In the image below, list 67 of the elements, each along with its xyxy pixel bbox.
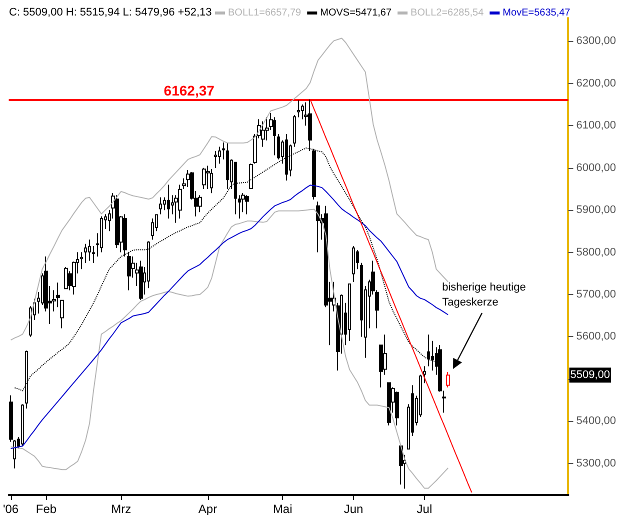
candlestick (80, 252, 83, 270)
x-tick-label: '06 (2, 502, 19, 515)
candlestick (210, 168, 213, 194)
candlestick (297, 100, 300, 118)
candlestick (348, 283, 351, 342)
text: 5509,00 (570, 369, 610, 382)
candlestick (214, 150, 217, 168)
x-tick-label: Jun (344, 502, 364, 515)
candlestick (159, 196, 162, 215)
y-tick-label: 5600,00 (576, 330, 616, 343)
y-tick-label: 5900,00 (576, 204, 616, 216)
y-tick-label: 5700,00 (576, 288, 616, 300)
annotation: bisherige heutige Tageskerze (442, 282, 529, 309)
candlestick (127, 252, 131, 291)
y-tick-label: 5300,00 (576, 457, 616, 470)
y-tick-label: 6000,00 (576, 162, 616, 174)
candlestick (100, 216, 103, 253)
candlestick (115, 194, 119, 249)
candlestick (198, 194, 202, 213)
candlestick (21, 404, 24, 447)
candlestick (151, 218, 154, 240)
candlestick (387, 382, 391, 426)
candlestick (446, 372, 450, 388)
candlestick (123, 214, 127, 257)
y-tick-label: 6300,00 (576, 35, 616, 48)
y-tick-label: 6200,00 (576, 77, 616, 90)
candlestick (293, 114, 296, 148)
y-tick-label: 5800,00 (576, 246, 616, 258)
x-tick-label: Jul (416, 502, 432, 515)
candlestick (206, 165, 210, 190)
candlestick (13, 440, 16, 469)
candlestick (395, 391, 399, 426)
candlestick (249, 163, 253, 190)
candlestick (261, 120, 265, 148)
legend-label: BOLL1=6657,79 (228, 8, 302, 18)
candlestick (238, 194, 241, 220)
candlestick (167, 184, 170, 220)
candlestick (88, 239, 91, 262)
candlestick (60, 300, 64, 329)
y-tick-label: 6100,00 (576, 120, 616, 132)
candlestick (56, 282, 60, 308)
candlestick (9, 394, 13, 442)
candlestick (84, 243, 87, 264)
y-tick-label: 5400,00 (576, 415, 616, 428)
x-tick-label: Feb (36, 502, 57, 515)
candlestick (245, 194, 249, 215)
candlestick (64, 266, 68, 290)
x-tick-label: Mai (272, 502, 292, 515)
candlestick (202, 167, 206, 190)
candlestick (277, 134, 280, 160)
candlestick (273, 116, 276, 156)
candlestick (234, 162, 237, 215)
legend-label: BOLL2=6285,54 (410, 8, 484, 18)
candlestick (218, 146, 221, 164)
candlestick (178, 184, 182, 220)
ref-line-label: 6162,37 (164, 82, 215, 98)
candlestick (139, 260, 143, 300)
candlestick (399, 446, 403, 485)
candlestick (316, 201, 320, 253)
candlestick (423, 366, 426, 384)
chart-title: C: 5509,00 H: 5515,94 L: 5479,96 +52,13 (9, 6, 212, 18)
legend-label: MovE=5635,47 (502, 8, 571, 18)
candlestick (427, 334, 430, 367)
candlestick (222, 142, 225, 160)
legend-label: MOVS=5471,67 (320, 8, 392, 18)
x-tick-label: Mrz (111, 502, 132, 515)
candlestick (352, 245, 355, 282)
